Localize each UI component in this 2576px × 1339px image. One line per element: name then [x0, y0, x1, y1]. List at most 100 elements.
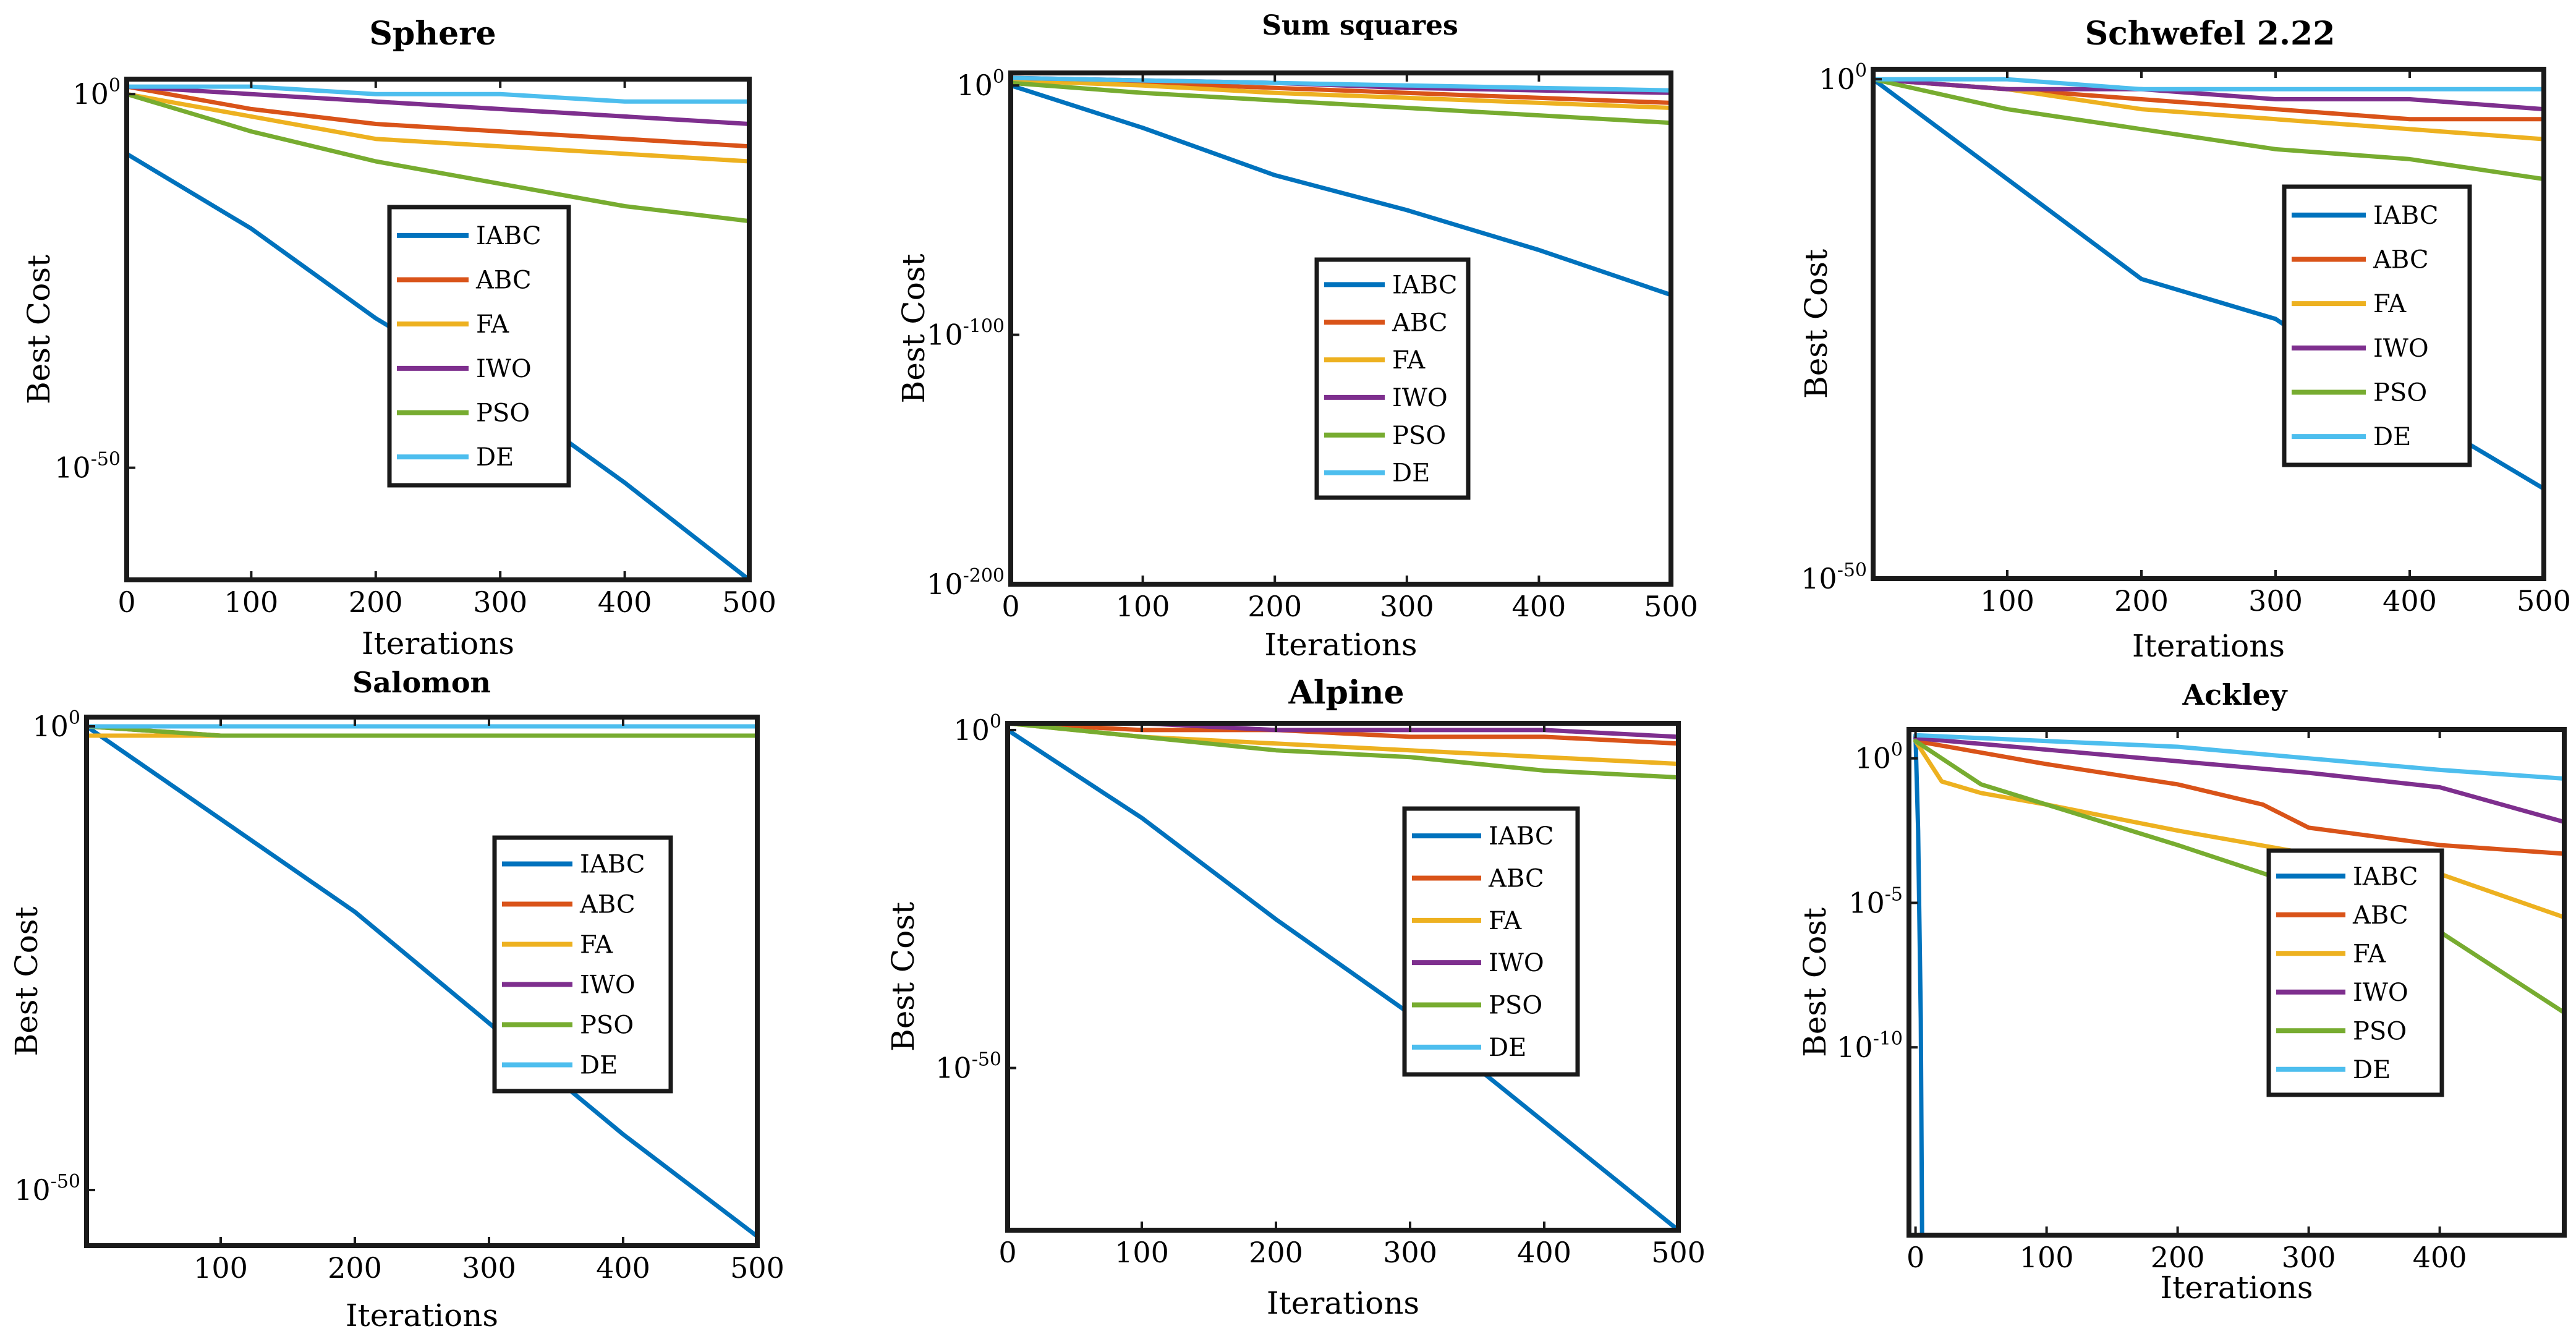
subplot-5: Ackley 0 100 200 300 400 100 10-5 10-10 Iteration…: [1797, 678, 2567, 1306]
y-axis-label: Best Cost: [896, 253, 932, 403]
legend: IABC ABC FA IWO PSO DE: [1402, 806, 1580, 1077]
legend-label-fa: FA: [2373, 290, 2407, 318]
subplot-1: Sum squares 0 100 200 300 400 500 100 10-100 10-2…: [896, 10, 1698, 663]
axes-box: [84, 715, 760, 1248]
chart-title: Salomon: [352, 666, 491, 699]
legend-label-de: DE: [1392, 459, 1430, 488]
x-tick-label: 100: [1980, 584, 2034, 618]
legend-label-pso: PSO: [2373, 379, 2427, 407]
series-group: [1873, 77, 2544, 491]
legend-label-fa: FA: [1392, 346, 1426, 375]
x-tick-label: 100: [1115, 1236, 1169, 1269]
legend-label-iabc: IABC: [2353, 862, 2418, 891]
x-tick-label: 0: [117, 585, 135, 619]
series-line-pso: [127, 91, 749, 224]
y-tick-label: 10-10: [1837, 1028, 1903, 1064]
x-tick-label: 0: [998, 1236, 1016, 1269]
series-line-iabc: [1008, 728, 1678, 1230]
y-tick-label: 100: [956, 66, 1005, 102]
series-line-de: [1011, 75, 1671, 93]
x-tick-label: 300: [2282, 1241, 2336, 1274]
x-axis-label: Iterations: [2160, 1270, 2313, 1306]
series-group: [87, 717, 757, 1239]
series-line-de: [127, 84, 749, 104]
legend-box: [2282, 184, 2472, 467]
series-line-pso: [1011, 80, 1671, 125]
y-tick-label: 10-200: [927, 565, 1005, 601]
series-line-pso: [87, 724, 757, 738]
series-line-abc: [127, 84, 749, 149]
x-tick-label: 100: [1116, 590, 1170, 623]
series-group: [1008, 723, 1678, 1230]
y-tick-label: 10-50: [14, 1171, 80, 1207]
legend-label-pso: PSO: [1392, 422, 1446, 450]
series-line-fa: [1011, 78, 1671, 110]
legend-label-abc: ABC: [2352, 901, 2408, 930]
legend: IABC ABC FA IWO PSO DE: [2266, 848, 2444, 1097]
legend-label-fa: FA: [476, 310, 509, 339]
legend-label-iabc: IABC: [1489, 822, 1554, 851]
y-axis-label: Best Cost: [885, 902, 921, 1052]
series-line-iabc: [87, 724, 757, 1239]
x-tick-label: 400: [2383, 584, 2437, 618]
x-tick-label: 300: [462, 1251, 516, 1285]
y-tick-label: 100: [953, 711, 1001, 747]
legend-label-pso: PSO: [580, 1011, 634, 1040]
series-line-abc: [1008, 723, 1678, 746]
legend-label-abc: ABC: [579, 891, 635, 919]
x-tick-label: 300: [1383, 1236, 1437, 1269]
y-tick-label: 100: [32, 707, 80, 743]
legend-label-fa: FA: [1489, 907, 1522, 935]
legend-label-abc: ABC: [1392, 308, 1448, 337]
legend-label-de: DE: [476, 443, 514, 472]
series-line-de: [1913, 733, 2564, 781]
y-axis-label: Best Cost: [1797, 908, 1833, 1057]
x-axis-label: Iterations: [346, 1298, 498, 1333]
x-tick-label: 500: [722, 585, 776, 619]
series-line-iabc: [1011, 83, 1671, 297]
series-line-iwo: [1913, 736, 2564, 825]
x-axis-label: Iterations: [2132, 628, 2285, 664]
legend-label-iabc: IABC: [2373, 202, 2438, 230]
legend-label-fa: FA: [2353, 940, 2386, 968]
x-tick-label: 500: [1644, 590, 1698, 623]
axes-box: [1906, 727, 2567, 1238]
y-tick-label: 10-50: [1801, 559, 1867, 595]
legend-label-iwo: IWO: [1489, 949, 1544, 977]
y-axis-label: Best Cost: [21, 255, 57, 404]
series-line-pso: [1008, 723, 1678, 780]
x-tick-label: 100: [224, 585, 278, 619]
x-axis-label: Iterations: [1264, 627, 1417, 663]
y-tick-label: 10-5: [1848, 883, 1903, 919]
axes-box: [1871, 67, 2546, 581]
legend-box: [2266, 848, 2444, 1097]
legend-label-iwo: IWO: [1392, 384, 1448, 412]
x-tick-label: 200: [2114, 584, 2169, 618]
series-line-fa: [127, 91, 749, 164]
series-line-de: [1873, 77, 2544, 91]
legend-label-abc: ABC: [1488, 865, 1544, 893]
legend-label-iwo: IWO: [2373, 334, 2429, 363]
y-tick-label: 10-50: [54, 449, 121, 485]
subplot-2: Schwefel 2.22 100 200 300 400 500 100 10-50 Iter…: [1798, 15, 2571, 664]
x-tick-label: 400: [598, 585, 652, 619]
series-line-pso: [1873, 77, 2544, 182]
legend-label-de: DE: [580, 1052, 618, 1080]
y-tick-label: 100: [1855, 739, 1903, 775]
legend: IABC ABC FA IWO PSO DE: [2282, 184, 2472, 467]
x-tick-label: 200: [1248, 590, 1302, 623]
legend-label-pso: PSO: [1489, 992, 1542, 1020]
legend-label-pso: PSO: [476, 399, 530, 428]
x-tick-label: 500: [1651, 1236, 1706, 1269]
axes-box: [124, 77, 752, 582]
legend-label-de: DE: [2353, 1056, 2391, 1084]
legend: IABC ABC FA IWO PSO DE: [1314, 257, 1471, 500]
series-group: [1011, 75, 1671, 297]
legend-label-iabc: IABC: [1392, 271, 1457, 299]
legend-label-abc: ABC: [2373, 246, 2429, 274]
x-tick-label: 200: [1249, 1236, 1303, 1269]
series-line-iwo: [1008, 723, 1678, 739]
legend-box: [1402, 806, 1580, 1077]
series-line-iwo: [127, 84, 749, 126]
